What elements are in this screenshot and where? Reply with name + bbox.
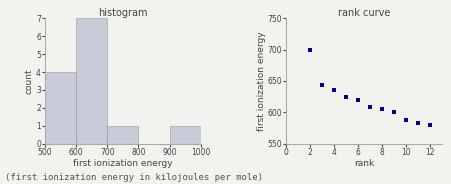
Bar — [170, 126, 201, 144]
Point — [367, 106, 374, 109]
Title: rank curve: rank curve — [338, 8, 391, 18]
Point — [343, 95, 350, 98]
Y-axis label: first ionization energy: first ionization energy — [257, 31, 266, 131]
X-axis label: rank: rank — [354, 160, 374, 169]
X-axis label: first ionization energy: first ionization energy — [73, 160, 173, 169]
Point — [319, 84, 326, 87]
Point — [414, 121, 422, 124]
Text: (first ionization energy in kilojoules per mole): (first ionization energy in kilojoules p… — [5, 173, 262, 182]
Point — [354, 98, 362, 101]
Point — [402, 119, 410, 122]
Y-axis label: count: count — [24, 68, 33, 94]
Bar — [45, 72, 76, 144]
Point — [307, 48, 314, 51]
Bar — [76, 18, 107, 144]
Point — [391, 110, 398, 113]
Title: histogram: histogram — [98, 8, 147, 18]
Bar — [107, 126, 138, 144]
Point — [378, 108, 386, 111]
Point — [331, 89, 338, 92]
Point — [426, 123, 433, 126]
